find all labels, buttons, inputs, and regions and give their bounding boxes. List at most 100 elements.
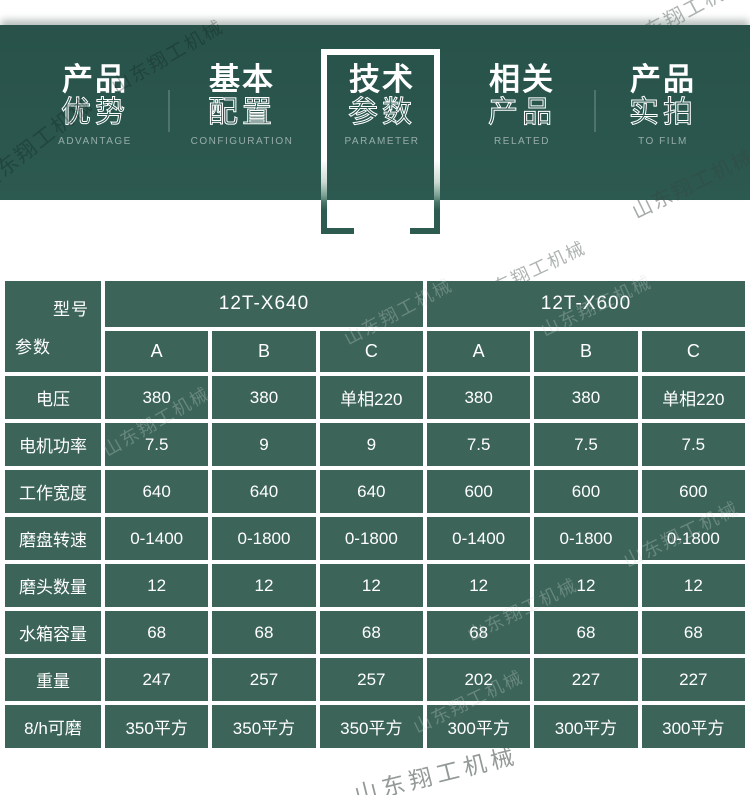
table-cell: 12 bbox=[212, 564, 316, 607]
table-cell: 9 bbox=[319, 423, 423, 466]
row-label: 电压 bbox=[5, 376, 101, 419]
tab-title: 产品 bbox=[61, 62, 128, 97]
table-cell: 68 bbox=[212, 611, 316, 654]
table-cell: 300平方 bbox=[534, 705, 638, 748]
tab-divider bbox=[168, 90, 170, 132]
column-header: B bbox=[212, 331, 316, 372]
tab-photos[interactable]: 产品 实拍 TO FILM bbox=[629, 64, 697, 147]
table-cell: 12 bbox=[641, 564, 745, 607]
table-cell: 640 bbox=[212, 470, 316, 513]
tab-related[interactable]: 相关 产品 RELATED bbox=[488, 64, 556, 147]
tab-configuration[interactable]: 基本 配置 CONFIGURATION bbox=[191, 64, 294, 147]
table-cell: 9 bbox=[212, 423, 316, 466]
table-cell: 0-1400 bbox=[426, 517, 531, 560]
tab-caption: CONFIGURATION bbox=[190, 135, 294, 147]
tab-advantage[interactable]: 产品 优势 ADVANTAGE bbox=[58, 64, 132, 147]
column-header: A bbox=[426, 331, 531, 372]
table-cell: 380 bbox=[105, 376, 209, 419]
active-tab-frame-foot-right bbox=[410, 228, 440, 234]
table-row: 电压 380 380 单相220 380 380 单相220 bbox=[5, 376, 745, 419]
table-cell: 68 bbox=[641, 611, 745, 654]
tab-divider bbox=[594, 90, 596, 132]
table-cell: 202 bbox=[426, 658, 531, 701]
column-header: B bbox=[534, 331, 638, 372]
table-cell: 300平方 bbox=[641, 705, 745, 748]
table-row: 磨头数量 12 12 12 12 12 12 bbox=[5, 564, 745, 607]
corner-label-param: 参数 bbox=[15, 338, 51, 357]
table-cell: 0-1800 bbox=[212, 517, 316, 560]
tab-caption: ADVANTAGE bbox=[58, 135, 132, 147]
table-cell: 单相220 bbox=[319, 376, 423, 419]
table-cell: 257 bbox=[212, 658, 316, 701]
tab-caption: RELATED bbox=[494, 135, 550, 147]
tab-title: 技术 bbox=[349, 62, 415, 97]
column-header: A bbox=[105, 331, 209, 372]
column-header: C bbox=[319, 331, 423, 372]
row-label: 磨盘转速 bbox=[5, 517, 101, 560]
tab-caption: PARAMETER bbox=[344, 135, 420, 147]
row-label: 水箱容量 bbox=[5, 611, 101, 654]
spec-table: 型号 参数 12T-X640 12T-X600 A B C A B C 电压 3… bbox=[1, 277, 749, 752]
table-cell: 350平方 bbox=[212, 705, 316, 748]
active-tab-frame-left bbox=[321, 49, 327, 234]
table-cell: 0-1400 bbox=[105, 517, 209, 560]
tab-parameter-active[interactable]: 技术 参数 PARAMETER bbox=[345, 64, 420, 147]
row-label: 磨头数量 bbox=[5, 564, 101, 607]
table-cell: 68 bbox=[534, 611, 638, 654]
table-cell: 单相220 bbox=[641, 376, 745, 419]
table-cell: 380 bbox=[426, 376, 531, 419]
table-cell: 380 bbox=[534, 376, 638, 419]
row-label: 电机功率 bbox=[5, 423, 101, 466]
table-row: 工作宽度 640 640 640 600 600 600 bbox=[5, 470, 745, 513]
table-cell: 0-1800 bbox=[319, 517, 423, 560]
model-header-row: 型号 参数 12T-X640 12T-X600 bbox=[5, 281, 745, 372]
table-row: 电机功率 7.5 9 9 7.5 7.5 7.5 bbox=[5, 423, 745, 466]
table-cell: 7.5 bbox=[534, 423, 638, 466]
active-tab-frame-foot-left bbox=[321, 228, 354, 234]
table-cell: 300平方 bbox=[426, 705, 531, 748]
table-cell: 12 bbox=[105, 564, 209, 607]
model-header: 12T-X640 bbox=[105, 281, 423, 327]
table-cell: 227 bbox=[534, 658, 638, 701]
table-row: 水箱容量 68 68 68 68 68 68 bbox=[5, 611, 745, 654]
corner-label-model: 型号 bbox=[53, 300, 89, 319]
row-label: 重量 bbox=[5, 658, 101, 701]
tab-subtitle: 配置 bbox=[208, 96, 276, 129]
tab-subtitle: 优势 bbox=[60, 96, 129, 129]
table-row: 磨盘转速 0-1400 0-1800 0-1800 0-1400 0-1800 … bbox=[5, 517, 745, 560]
table-cell: 68 bbox=[426, 611, 531, 654]
table-cell: 68 bbox=[319, 611, 423, 654]
table-row: 8/h可磨 350平方 350平方 350平方 300平方 300平方 300平… bbox=[5, 705, 745, 748]
table-cell: 7.5 bbox=[105, 423, 209, 466]
table-cell: 247 bbox=[105, 658, 209, 701]
table-cell: 0-1800 bbox=[534, 517, 638, 560]
table-cell: 7.5 bbox=[426, 423, 531, 466]
row-label: 工作宽度 bbox=[5, 470, 101, 513]
table-cell: 12 bbox=[534, 564, 638, 607]
model-header: 12T-X600 bbox=[426, 281, 745, 327]
tab-caption: TO FILM bbox=[638, 135, 688, 147]
table-cell: 257 bbox=[319, 658, 423, 701]
table-cell: 600 bbox=[426, 470, 531, 513]
table-cell: 640 bbox=[105, 470, 209, 513]
table-cell: 0-1800 bbox=[641, 517, 745, 560]
active-tab-frame-top bbox=[321, 49, 440, 55]
table-cell: 12 bbox=[319, 564, 423, 607]
table-cell: 227 bbox=[641, 658, 745, 701]
tab-title: 产品 bbox=[630, 62, 696, 97]
active-tab-frame-right bbox=[434, 49, 440, 234]
tab-subtitle: 参数 bbox=[348, 96, 416, 129]
tab-subtitle: 实拍 bbox=[629, 96, 697, 129]
row-label: 8/h可磨 bbox=[5, 705, 101, 748]
tab-subtitle: 产品 bbox=[488, 96, 556, 129]
corner-cell: 型号 参数 bbox=[5, 281, 101, 372]
table-row: 重量 247 257 257 202 227 227 bbox=[5, 658, 745, 701]
tab-title: 相关 bbox=[489, 62, 555, 97]
table-cell: 600 bbox=[641, 470, 745, 513]
table-cell: 380 bbox=[212, 376, 316, 419]
table-cell: 350平方 bbox=[105, 705, 209, 748]
table-cell: 7.5 bbox=[641, 423, 745, 466]
table-cell: 600 bbox=[534, 470, 638, 513]
tab-title: 基本 bbox=[209, 62, 275, 97]
table-cell: 640 bbox=[319, 470, 423, 513]
